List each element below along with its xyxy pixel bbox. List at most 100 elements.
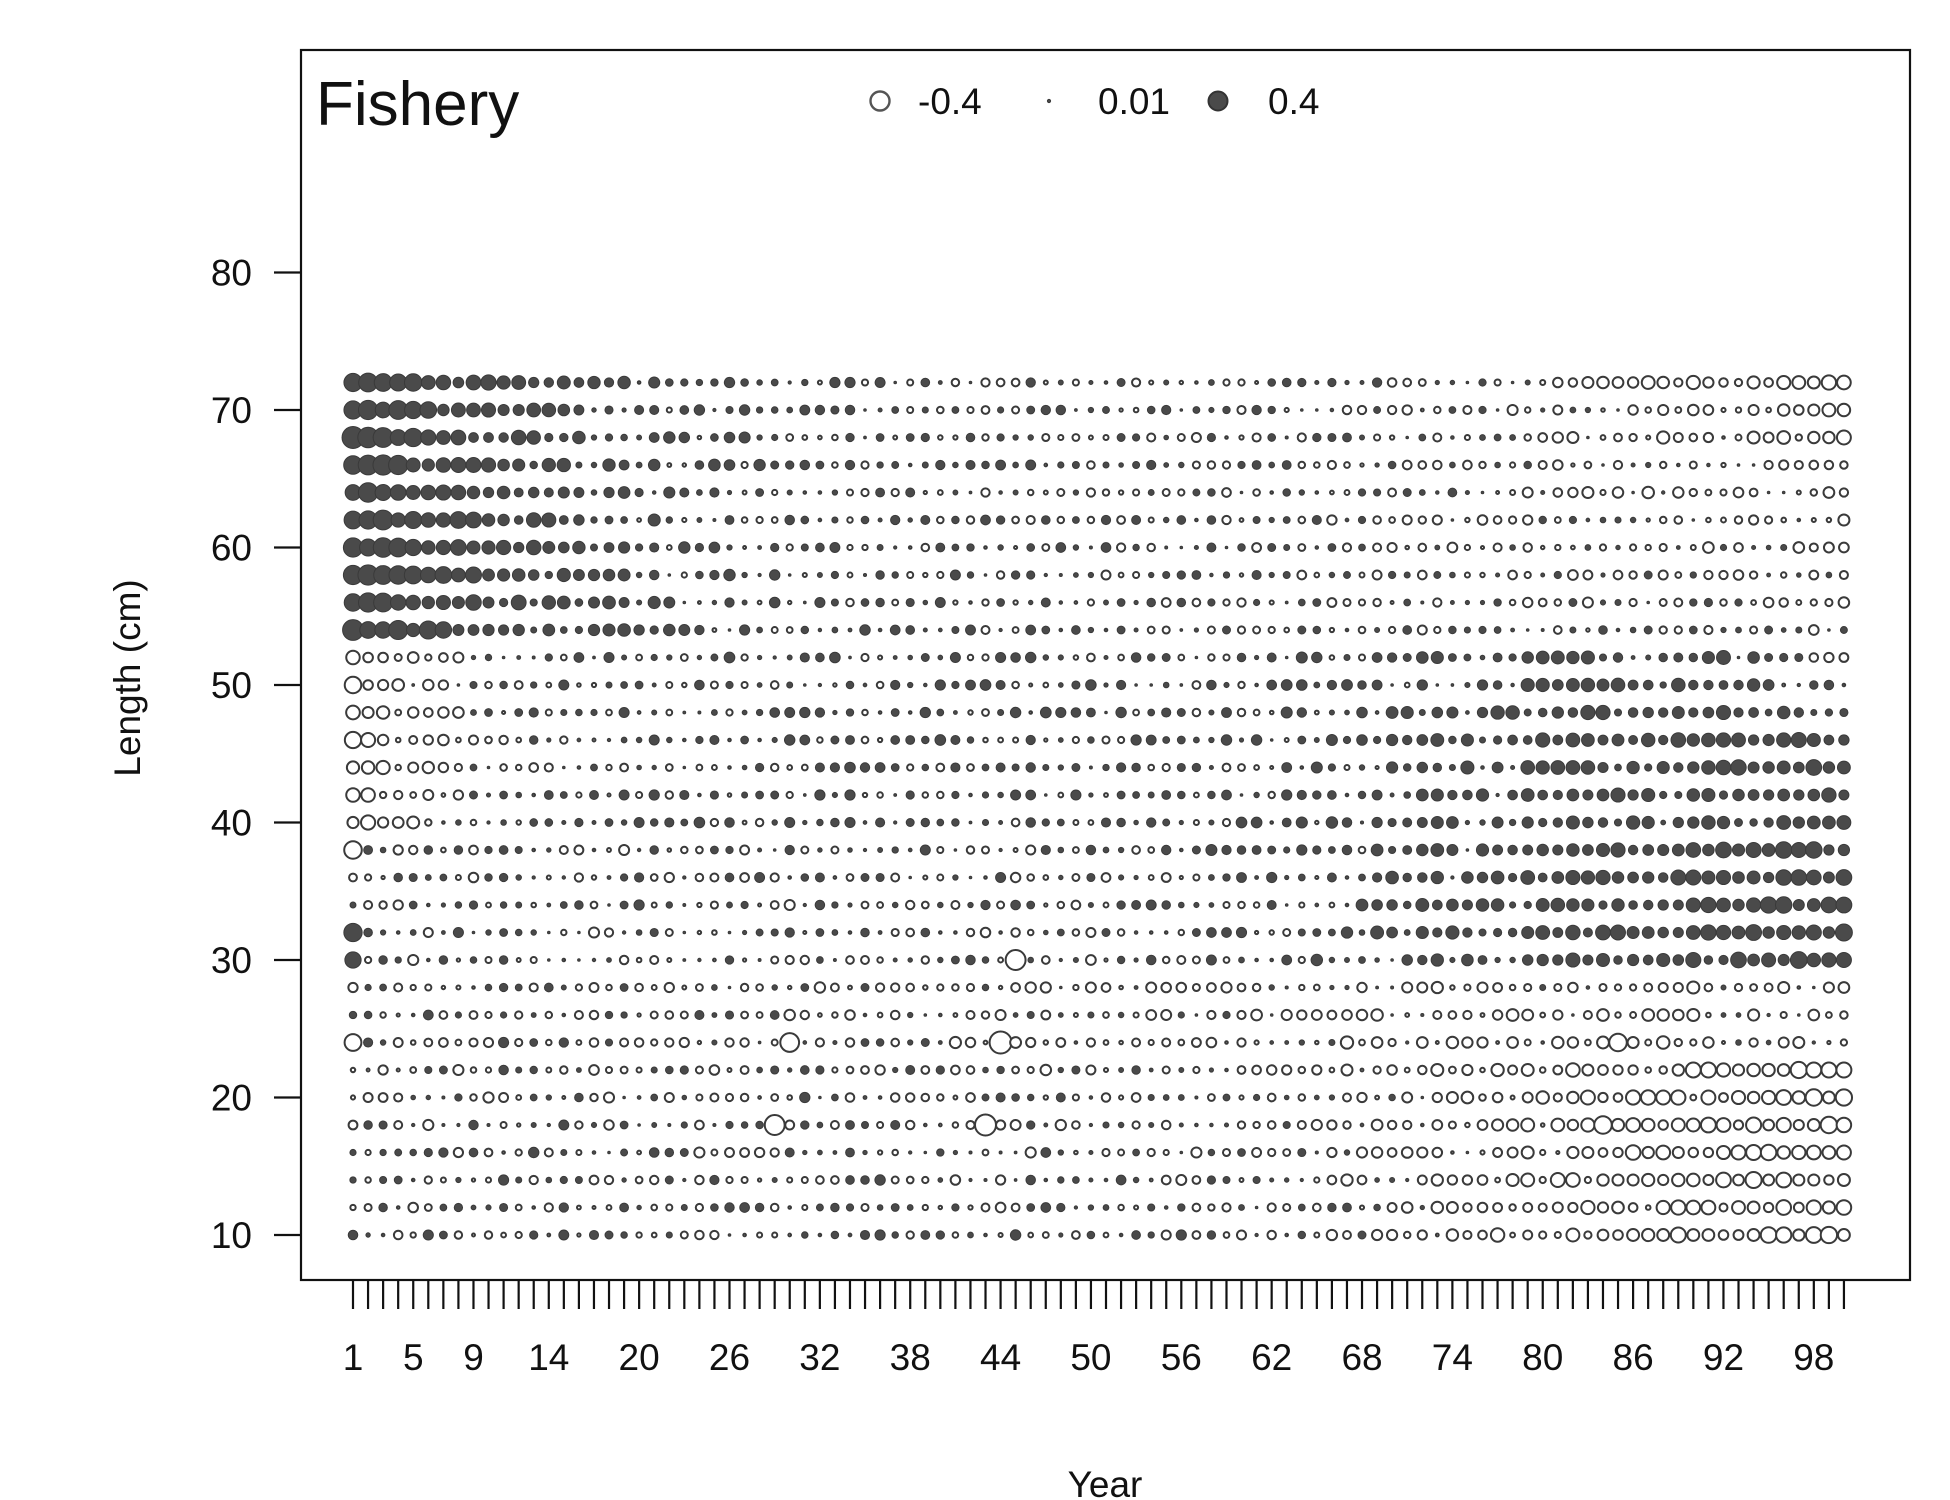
residual-bubble	[545, 681, 553, 689]
residual-bubble	[860, 955, 870, 965]
residual-bubble	[740, 516, 749, 524]
residual-bubble	[739, 1092, 750, 1103]
residual-bubble	[1493, 927, 1503, 938]
residual-bubble	[875, 680, 885, 690]
residual-bubble	[802, 490, 808, 495]
residual-bubble	[349, 1094, 357, 1101]
residual-bubble	[1733, 542, 1744, 553]
residual-bubble	[860, 460, 870, 470]
residual-bubble	[1297, 1147, 1307, 1158]
residual-bubble	[1054, 1118, 1067, 1132]
residual-bubble	[1732, 1119, 1745, 1131]
residual-bubble	[937, 627, 943, 633]
residual-bubble	[1310, 1009, 1323, 1021]
residual-bubble	[1733, 515, 1744, 525]
residual-bubble	[998, 820, 1004, 825]
residual-bubble	[682, 765, 687, 770]
residual-bubble	[1132, 1011, 1140, 1019]
residual-bubble	[1311, 651, 1323, 664]
residual-bubble	[635, 653, 643, 662]
residual-bubble	[1358, 956, 1366, 964]
residual-bubble	[1762, 926, 1775, 939]
residual-bubble	[1284, 655, 1289, 660]
residual-bubble	[1655, 1035, 1671, 1050]
residual-bubble	[1820, 374, 1838, 391]
residual-bubble	[1191, 597, 1202, 608]
residual-bubble	[362, 1091, 374, 1104]
residual-bubble	[1628, 570, 1638, 580]
residual-bubble	[770, 542, 780, 553]
residual-bubble	[1374, 764, 1380, 771]
x-tick-label: 86	[1613, 1337, 1654, 1378]
residual-bubble	[1435, 490, 1440, 495]
residual-bubble	[756, 1177, 763, 1183]
residual-bubble	[1539, 1011, 1547, 1019]
residual-bubble	[604, 515, 614, 525]
residual-bubble	[740, 1175, 749, 1185]
residual-bubble	[800, 845, 810, 855]
residual-bubble	[860, 735, 870, 745]
residual-bubble	[907, 957, 913, 963]
x-axis: 1 5 9 14 20 26 32 38 44 50 56 62 68 74 80 86 92 98	[343, 1280, 1846, 1378]
residual-bubble	[922, 627, 928, 633]
residual-bubble	[424, 874, 432, 881]
residual-bubble	[574, 598, 584, 607]
residual-bubble	[1284, 435, 1289, 440]
residual-bubble	[817, 1232, 823, 1238]
residual-bubble	[756, 1066, 763, 1074]
residual-bubble	[905, 899, 916, 911]
residual-bubble	[1685, 869, 1702, 886]
residual-bubble	[906, 406, 915, 414]
residual-bubble	[965, 459, 976, 471]
residual-bubble	[1418, 433, 1427, 442]
residual-bubble	[844, 376, 856, 389]
residual-bubble	[936, 983, 945, 992]
residual-bubble	[1630, 655, 1636, 660]
residual-bubble	[1312, 625, 1322, 635]
residual-bubble	[1026, 928, 1035, 937]
residual-bubble	[1132, 708, 1140, 717]
residual-bubble	[1759, 1226, 1778, 1244]
residual-bubble	[1640, 375, 1656, 390]
residual-bubble	[1509, 489, 1517, 496]
residual-bubble	[1569, 406, 1577, 414]
residual-bubble	[1071, 625, 1081, 635]
residual-bubble	[573, 404, 585, 416]
residual-bubble	[682, 875, 687, 880]
residual-bubble	[1026, 543, 1036, 552]
residual-bubble	[1116, 679, 1127, 691]
residual-bubble	[1613, 955, 1623, 965]
residual-bubble	[1595, 924, 1611, 941]
residual-bubble	[1283, 737, 1290, 743]
residual-bubble	[891, 1148, 899, 1157]
residual-bubble	[1643, 625, 1653, 635]
residual-bubble	[1387, 817, 1397, 828]
residual-bubble	[1269, 1177, 1275, 1183]
residual-bubble	[724, 1010, 735, 1020]
residual-bubble	[1641, 815, 1655, 830]
x-axis-title: Year	[1068, 1464, 1143, 1500]
residual-bubble	[405, 485, 421, 500]
residual-bubble	[1611, 898, 1625, 912]
residual-bubble	[587, 568, 601, 582]
residual-bubble	[1808, 542, 1819, 553]
residual-bubble	[499, 1011, 508, 1019]
residual-bubble	[470, 654, 477, 661]
residual-bubble	[1686, 733, 1700, 747]
residual-bubble	[452, 789, 465, 801]
residual-bubble	[1627, 404, 1639, 416]
residual-bubble	[636, 434, 643, 441]
residual-bubble	[1071, 1065, 1081, 1075]
residual-bubble	[1177, 1094, 1185, 1101]
residual-bubble	[606, 957, 612, 963]
residual-bubble	[997, 708, 1005, 717]
residual-bubble	[1582, 927, 1593, 938]
residual-bubble	[1161, 844, 1172, 856]
residual-bubble	[1552, 927, 1564, 938]
residual-bubble	[531, 875, 536, 880]
residual-bubble	[484, 1066, 493, 1074]
residual-bubble	[1222, 571, 1231, 579]
residual-bubble	[1342, 597, 1352, 608]
residual-bubble	[1490, 898, 1505, 912]
residual-bubble	[1342, 1230, 1352, 1240]
